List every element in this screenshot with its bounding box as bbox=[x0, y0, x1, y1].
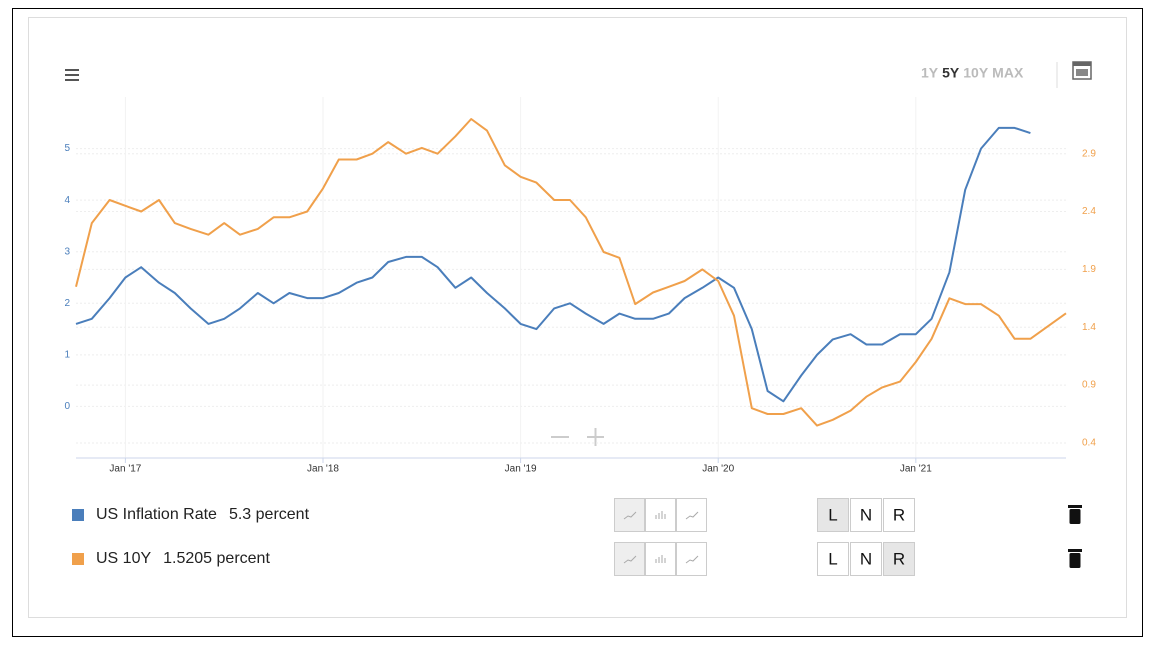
y2-tick-label: 2.4 bbox=[1082, 206, 1096, 217]
chart-type-icon bbox=[685, 511, 699, 520]
range-button[interactable]: 5Y bbox=[942, 65, 960, 81]
trash-body bbox=[1069, 509, 1081, 524]
chart-type-button[interactable] bbox=[676, 542, 707, 576]
x-tick-label: Jan '17 bbox=[109, 464, 141, 475]
chart-type-icon bbox=[655, 555, 666, 563]
x-tick-label: Jan '18 bbox=[307, 464, 339, 475]
x-tick-label: Jan '20 bbox=[702, 464, 734, 475]
y-tick-label: 4 bbox=[64, 195, 70, 206]
series-line bbox=[75, 126, 1031, 403]
y-tick-label: 5 bbox=[64, 143, 70, 154]
axis-button[interactable] bbox=[883, 542, 915, 576]
legend-value: 1.5205 percent bbox=[163, 550, 270, 567]
chart-type-icon bbox=[655, 511, 666, 519]
range-button[interactable]: 1Y bbox=[921, 65, 939, 81]
legend-name: US Inflation Rate bbox=[96, 506, 217, 523]
chart-type-icon bbox=[623, 511, 637, 520]
legend-value: 5.3 percent bbox=[229, 506, 310, 523]
axis-button[interactable] bbox=[850, 498, 882, 532]
delete-icon[interactable] bbox=[1068, 549, 1082, 568]
axis-button[interactable] bbox=[817, 498, 849, 532]
zoom-controls[interactable] bbox=[551, 428, 604, 446]
x-tick-label: Jan '19 bbox=[505, 464, 537, 475]
legend-swatch bbox=[72, 509, 84, 521]
card bbox=[28, 17, 1127, 618]
y-tick-label: 0 bbox=[64, 401, 70, 412]
chart-type-button[interactable] bbox=[676, 498, 707, 532]
axis-button-label[interactable]: R bbox=[893, 549, 905, 568]
axis-button-label[interactable]: L bbox=[828, 549, 837, 568]
trash-body bbox=[1069, 553, 1081, 568]
trash-lid bbox=[1068, 505, 1082, 508]
axis-button-label[interactable]: L bbox=[828, 505, 837, 524]
y-tick-label: 1 bbox=[64, 349, 70, 360]
chart-type-button[interactable] bbox=[645, 542, 676, 576]
series-line bbox=[75, 118, 1067, 427]
range-button[interactable]: MAX bbox=[992, 65, 1024, 81]
frame bbox=[12, 8, 1143, 637]
delete-icon[interactable] bbox=[1068, 505, 1082, 524]
axis-button[interactable] bbox=[850, 542, 882, 576]
chart-type-icon bbox=[623, 555, 637, 564]
y-tick-label: 3 bbox=[64, 246, 70, 257]
chart-type-button[interactable] bbox=[614, 498, 645, 532]
chart-type-button[interactable] bbox=[645, 498, 676, 532]
y-tick-label: 2 bbox=[64, 298, 70, 309]
menu-icon[interactable] bbox=[65, 69, 79, 81]
axis-button[interactable] bbox=[817, 542, 849, 576]
axis-button-label[interactable]: N bbox=[860, 505, 872, 524]
calendar-icon[interactable] bbox=[1072, 61, 1092, 80]
x-tick-label: Jan '21 bbox=[900, 464, 932, 475]
axis-button-label[interactable]: N bbox=[860, 549, 872, 568]
y2-tick-label: 2.9 bbox=[1082, 148, 1096, 159]
legend-swatch bbox=[72, 553, 84, 565]
y2-tick-label: 1.4 bbox=[1082, 322, 1096, 333]
y2-tick-label: 0.9 bbox=[1082, 380, 1096, 391]
legend-name: US 10Y bbox=[96, 550, 151, 567]
axis-button[interactable] bbox=[883, 498, 915, 532]
y2-tick-label: 0.4 bbox=[1082, 438, 1096, 449]
trash-lid bbox=[1068, 549, 1082, 552]
axis-button-label[interactable]: R bbox=[893, 505, 905, 524]
range-button[interactable]: 10Y bbox=[963, 65, 989, 81]
y2-tick-label: 1.9 bbox=[1082, 264, 1096, 275]
chart-type-icon bbox=[685, 555, 699, 564]
chart-type-button[interactable] bbox=[614, 542, 645, 576]
